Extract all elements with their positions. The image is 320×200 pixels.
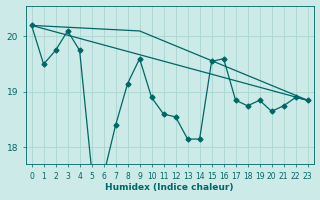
X-axis label: Humidex (Indice chaleur): Humidex (Indice chaleur): [105, 183, 234, 192]
